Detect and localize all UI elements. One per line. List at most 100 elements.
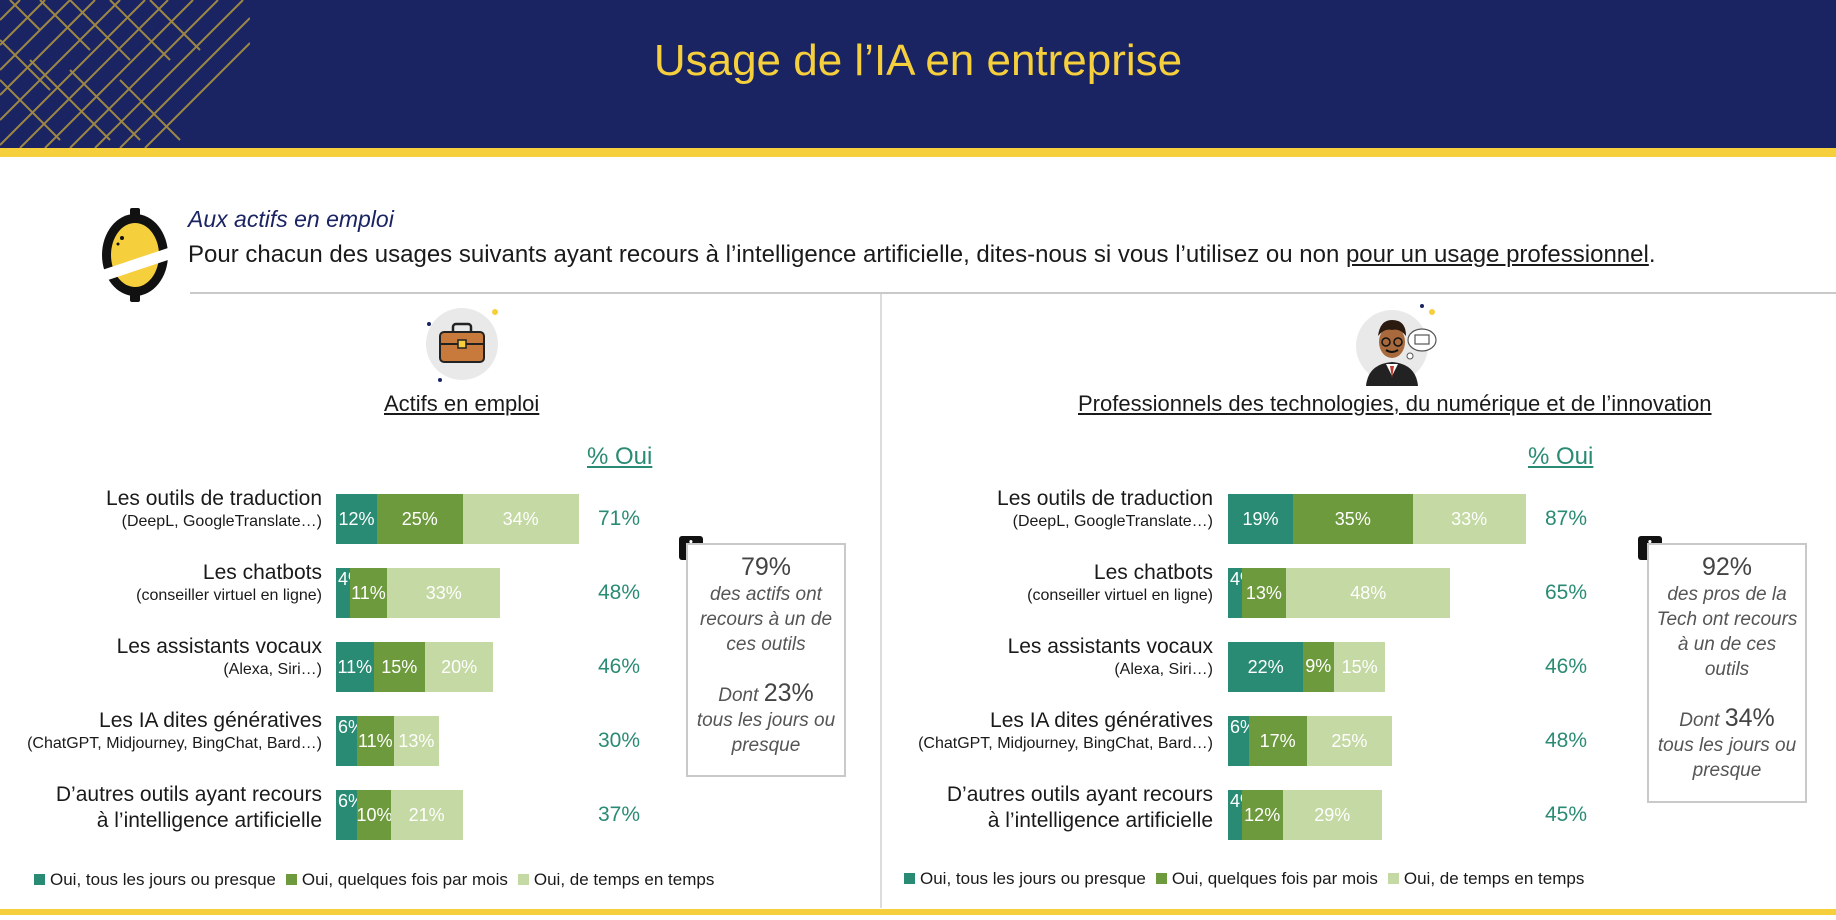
bar-segment: 9% <box>1303 642 1334 692</box>
total-header-tech: % Oui <box>1528 443 1594 470</box>
bar-segment: 11% <box>356 716 395 766</box>
bar-segment: 25% <box>1306 716 1393 766</box>
legend-item: Oui, quelques fois par mois <box>285 870 508 889</box>
total-header-actifs: % Oui <box>587 443 653 470</box>
category-label-main: Les IA dites génératives <box>99 709 322 732</box>
data-label: 13% <box>1245 583 1282 603</box>
category-label-sub: à l’intelligence artificielle <box>987 809 1213 832</box>
bar-segment: 12% <box>336 494 378 544</box>
category-label: Les outils de traduction (DeepL, GoogleTr… <box>997 486 1213 532</box>
data-label: 48% <box>1350 583 1387 603</box>
category-label-sub: (ChatGPT, Midjourney, BingChat, Bard…) <box>27 735 322 752</box>
data-label: 15% <box>1341 657 1378 677</box>
bar-segment: 48% <box>1286 568 1451 618</box>
bar-segment: 4% <box>1228 790 1256 840</box>
panel-title-tech: Professionnels des technologies, du numé… <box>1078 391 1712 416</box>
category-label-main: Les outils de traduction <box>997 487 1213 510</box>
question-text-emphasis: pour un usage professionnel <box>1345 241 1649 268</box>
data-label: 11% <box>357 731 393 751</box>
question-text-end: . <box>1648 241 1656 268</box>
category-label-main: Les chatbots <box>1093 561 1213 584</box>
category-label: Les IA dites génératives (ChatGPT, Midjou… <box>918 708 1213 754</box>
bar-segment: 20% <box>424 642 494 692</box>
divider-horizontal <box>190 292 1836 294</box>
footer-accent-stripe <box>0 909 1836 915</box>
bar-segment: 4% <box>1228 568 1256 618</box>
legend-label: Oui, de temps en temps <box>533 870 715 889</box>
herringbone-pattern <box>0 0 250 148</box>
bar-segment: 33% <box>387 568 501 618</box>
legend-swatch <box>285 874 297 885</box>
category-label: Les assistants vocaux (Alexa, Siri…) <box>1008 634 1213 680</box>
bar-segment: 19% <box>1228 494 1293 544</box>
divider-vertical <box>880 294 882 908</box>
total-value: 37% <box>598 803 641 826</box>
info-dont-value: 23% <box>763 679 814 707</box>
category-label-sub: (Alexa, Siri…) <box>223 661 322 678</box>
info-box-tech: 92% des pros de la Tech ont recours à un… <box>1647 543 1807 803</box>
bar-segment: 22% <box>1228 642 1304 692</box>
data-label: 10% <box>356 805 393 825</box>
data-label: 11% <box>337 657 373 677</box>
info-daily-text-actifs: tous les jours ou presque <box>696 710 836 756</box>
legend-label: Oui, tous les jours ou presque <box>50 870 276 889</box>
legend-swatch <box>904 873 915 884</box>
bar-segment: 15% <box>373 642 425 692</box>
data-label: 17% <box>1259 731 1296 751</box>
bar-segment: 13% <box>394 716 439 766</box>
data-label: 20% <box>441 657 478 677</box>
data-label: 21% <box>408 805 445 825</box>
bar-segment: 4% <box>336 568 364 618</box>
legend-swatch <box>1387 873 1399 884</box>
data-label: 11% <box>351 583 386 603</box>
info-dont-prefix: Dont <box>718 685 759 706</box>
legend-item: Oui, de temps en temps <box>517 870 715 889</box>
total-value: 46% <box>598 655 641 678</box>
category-label: D’autres outils ayant recours à l’intelli… <box>947 782 1213 834</box>
data-label: 12% <box>338 509 375 529</box>
category-label-main: Les chatbots <box>202 561 322 584</box>
bar-segment: 12% <box>1241 790 1283 840</box>
category-label: D’autres outils ayant recours à l’intelli… <box>56 782 322 834</box>
legend-label: Oui, de temps en temps <box>1403 869 1585 888</box>
total-value: 65% <box>1545 581 1588 604</box>
category-label: Les IA dites génératives (ChatGPT, Midjou… <box>27 708 322 754</box>
bar-segment: 13% <box>1241 568 1287 618</box>
page-title: Usage de l’IA en entreprise <box>653 36 1183 85</box>
panel-title-actifs: Actifs en emploi <box>384 391 540 416</box>
total-value: 30% <box>598 729 641 752</box>
question-audience: Aux actifs en emploi <box>188 206 394 232</box>
legend-swatch <box>34 874 45 885</box>
category-label: Les assistants vocaux (Alexa, Siri…) <box>117 634 322 680</box>
category-label-sub: (conseiller virtuel en ligne) <box>136 587 322 604</box>
category-label-main: D’autres outils ayant recours <box>946 783 1213 806</box>
legend-label: Oui, tous les jours ou presque <box>920 869 1146 888</box>
info-daily-text-tech: tous les jours ou presque <box>1657 735 1797 781</box>
info-daily-tech: Dont 34% <box>1649 704 1805 733</box>
total-value: 45% <box>1545 803 1588 826</box>
data-label: 12% <box>1244 805 1281 825</box>
data-label: 19% <box>1242 509 1279 529</box>
data-label: 33% <box>425 583 462 603</box>
data-label: 35% <box>1334 509 1371 529</box>
total-value: 48% <box>1545 729 1588 752</box>
bar-segment: 11% <box>349 568 388 618</box>
data-label: 15% <box>381 657 418 677</box>
data-label: 34% <box>502 509 539 529</box>
category-label-main: D’autres outils ayant recours <box>55 783 322 806</box>
bar-segment: 6% <box>336 716 364 766</box>
category-label-sub: (DeepL, GoogleTranslate…) <box>1012 513 1213 530</box>
total-value: 46% <box>1545 655 1588 678</box>
bar-segment: 29% <box>1282 790 1382 840</box>
category-label-main: Les IA dites génératives <box>990 709 1213 732</box>
lemon-logo-icon <box>102 208 168 302</box>
header-banner: Usage de l’IA en entreprise <box>0 0 1836 148</box>
category-label: Les chatbots (conseiller virtuel en ligne… <box>1027 560 1213 606</box>
category-label-sub: (ChatGPT, Midjourney, BingChat, Bard…) <box>918 735 1213 752</box>
chart-legend: Oui, tous les jours ou presque Oui, quelq… <box>904 869 1594 889</box>
bar-segment: 33% <box>1412 494 1526 544</box>
category-label-sub: à l’intelligence artificielle <box>96 809 322 832</box>
category-label-main: Les outils de traduction <box>106 487 322 510</box>
legend-swatch <box>1155 873 1167 884</box>
bar-segment: 21% <box>390 790 463 840</box>
